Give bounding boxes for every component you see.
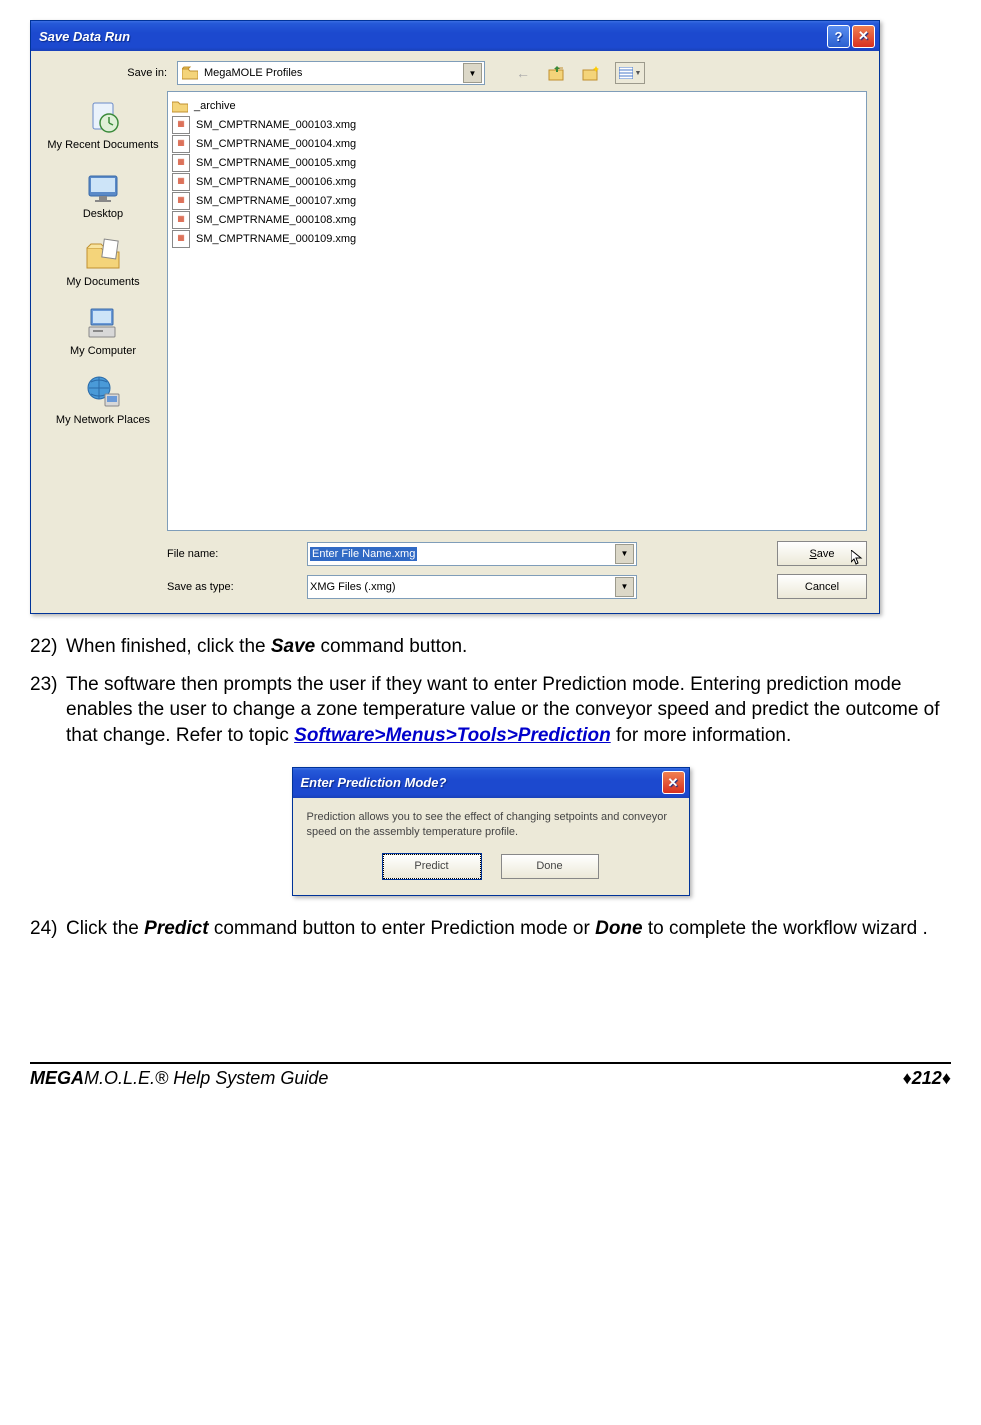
save-type-label: Save as type:: [167, 581, 297, 593]
save-in-value: MegaMOLE Profiles: [204, 67, 302, 79]
done-button[interactable]: Done: [501, 854, 599, 879]
list-item[interactable]: ▦SM_CMPTRNAME_000103.xmg: [172, 115, 862, 134]
page-footer: MEGAM.O.L.E.® Help System Guide ♦212♦: [30, 1064, 951, 1089]
dialog-titlebar[interactable]: Enter Prediction Mode? ✕: [293, 768, 689, 798]
save-type-value: XMG Files (.xmg): [310, 581, 396, 593]
xmg-file-icon: ▦: [172, 192, 190, 210]
xmg-file-icon: ▦: [172, 211, 190, 229]
prediction-link[interactable]: Software>Menus>Tools>Prediction: [294, 725, 611, 746]
xmg-file-icon: ▦: [172, 154, 190, 172]
save-button[interactable]: Save: [777, 541, 867, 566]
list-item[interactable]: ▦SM_CMPTRNAME_000105.xmg: [172, 153, 862, 172]
new-folder-icon[interactable]: [581, 63, 601, 83]
xmg-file-icon: ▦: [172, 230, 190, 248]
file-list[interactable]: _archive ▦SM_CMPTRNAME_000103.xmg ▦SM_CM…: [167, 91, 867, 531]
cancel-button[interactable]: Cancel: [777, 574, 867, 599]
step-23: 23) The software then prompts the user i…: [30, 672, 951, 749]
list-folder[interactable]: _archive: [172, 96, 862, 115]
close-button[interactable]: ✕: [852, 25, 875, 48]
desktop-icon: [83, 166, 123, 206]
save-in-label: Save in:: [65, 67, 167, 79]
sidebar-network-places[interactable]: My Network Places: [45, 366, 161, 431]
file-name-label: File name:: [167, 548, 297, 560]
prediction-body-text: Prediction allows you to see the effect …: [307, 810, 675, 841]
dropdown-icon[interactable]: ▼: [615, 577, 634, 597]
dialog-titlebar[interactable]: Save Data Run ? ✕: [31, 21, 879, 51]
save-type-combo[interactable]: XMG Files (.xmg) ▼: [307, 575, 637, 599]
list-item[interactable]: ▦SM_CMPTRNAME_000109.xmg: [172, 229, 862, 248]
list-item[interactable]: ▦SM_CMPTRNAME_000108.xmg: [172, 210, 862, 229]
sidebar-desktop[interactable]: Desktop: [45, 160, 161, 225]
dialog-title: Save Data Run: [39, 29, 130, 44]
list-item[interactable]: ▦SM_CMPTRNAME_000107.xmg: [172, 191, 862, 210]
xmg-file-icon: ▦: [172, 135, 190, 153]
dropdown-icon[interactable]: ▼: [615, 544, 634, 564]
file-name-input[interactable]: Enter File Name.xmg ▼: [307, 542, 637, 566]
view-menu-icon[interactable]: ▼: [615, 62, 645, 84]
back-icon[interactable]: ←: [513, 63, 533, 83]
help-button[interactable]: ?: [827, 25, 850, 48]
recent-documents-icon: [83, 97, 123, 137]
places-bar: My Recent Documents Desktop: [45, 91, 161, 599]
footer-page: ♦212♦: [903, 1068, 951, 1089]
xmg-file-icon: ▦: [172, 173, 190, 191]
file-name-value: Enter File Name.xmg: [310, 547, 417, 561]
save-data-run-dialog: Save Data Run ? ✕ Save in: MegaMOLE Prof…: [30, 20, 880, 614]
list-item[interactable]: ▦SM_CMPTRNAME_000104.xmg: [172, 134, 862, 153]
dialog-title: Enter Prediction Mode?: [301, 775, 447, 790]
footer-left: MEGAM.O.L.E.® Help System Guide: [30, 1068, 328, 1089]
folder-icon: [172, 99, 188, 113]
sidebar-my-computer[interactable]: My Computer: [45, 297, 161, 362]
my-documents-icon: [81, 234, 125, 274]
list-item[interactable]: ▦SM_CMPTRNAME_000106.xmg: [172, 172, 862, 191]
step-22: 22) When finished, click the Save comman…: [30, 634, 951, 660]
network-places-icon: [83, 372, 123, 412]
cursor-icon: [851, 550, 865, 566]
close-button[interactable]: ✕: [662, 771, 685, 794]
dropdown-icon[interactable]: ▼: [463, 63, 482, 83]
enter-prediction-mode-dialog: Enter Prediction Mode? ✕ Prediction allo…: [292, 767, 690, 897]
up-one-level-icon[interactable]: [547, 63, 567, 83]
sidebar-recent-documents[interactable]: My Recent Documents: [45, 91, 161, 156]
step-24: 24) Click the Predict command button to …: [30, 916, 951, 942]
my-computer-icon: [83, 303, 123, 343]
save-in-combo[interactable]: MegaMOLE Profiles ▼: [177, 61, 485, 85]
predict-button[interactable]: Predict: [383, 854, 481, 879]
sidebar-my-documents[interactable]: My Documents: [45, 228, 161, 293]
xmg-file-icon: ▦: [172, 116, 190, 134]
folder-icon: [182, 66, 198, 80]
